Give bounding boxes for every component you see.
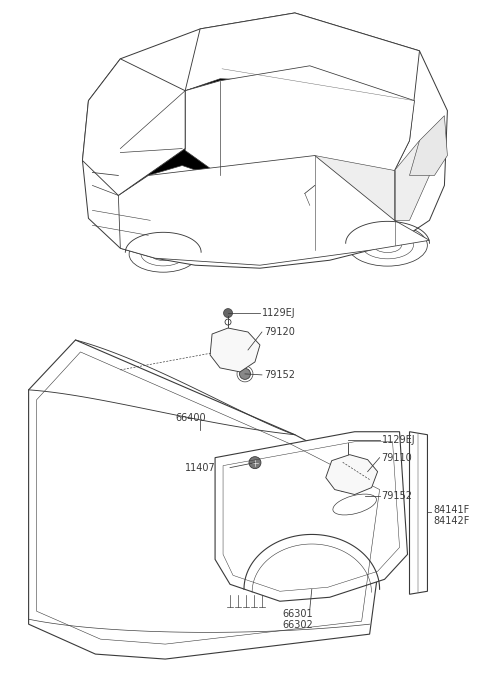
Polygon shape xyxy=(185,13,420,176)
Polygon shape xyxy=(409,432,428,594)
Polygon shape xyxy=(340,477,361,492)
Polygon shape xyxy=(185,81,320,178)
Circle shape xyxy=(343,435,352,444)
Polygon shape xyxy=(210,328,260,372)
Text: 79152: 79152 xyxy=(382,491,413,500)
Circle shape xyxy=(240,368,251,380)
Text: 66302: 66302 xyxy=(282,620,312,630)
Text: 79120: 79120 xyxy=(264,327,295,337)
Polygon shape xyxy=(185,66,415,176)
Polygon shape xyxy=(220,155,315,178)
Polygon shape xyxy=(119,155,430,265)
Polygon shape xyxy=(409,116,447,176)
Text: 1129EJ: 1129EJ xyxy=(262,308,296,318)
Polygon shape xyxy=(83,13,447,268)
Polygon shape xyxy=(215,432,408,601)
Text: 1129EJ: 1129EJ xyxy=(382,435,415,445)
Text: 79152: 79152 xyxy=(264,370,295,380)
Text: 79110: 79110 xyxy=(382,453,412,462)
Circle shape xyxy=(249,457,261,468)
Polygon shape xyxy=(326,455,378,494)
Circle shape xyxy=(359,490,370,501)
Polygon shape xyxy=(29,340,390,659)
Circle shape xyxy=(224,308,232,317)
Polygon shape xyxy=(119,79,315,195)
Text: 84141F: 84141F xyxy=(433,504,470,515)
Text: 66301: 66301 xyxy=(282,610,312,619)
Text: 84142F: 84142F xyxy=(433,517,470,527)
Polygon shape xyxy=(395,140,430,220)
Polygon shape xyxy=(83,59,185,195)
Polygon shape xyxy=(315,155,395,220)
Text: 66400: 66400 xyxy=(175,413,206,423)
Text: 11407: 11407 xyxy=(185,462,216,473)
